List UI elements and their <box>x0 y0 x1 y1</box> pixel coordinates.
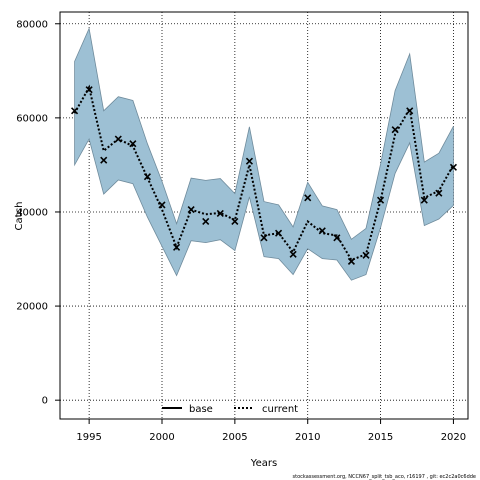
marker-stroke <box>216 209 224 217</box>
legend-label-current: current <box>262 404 298 415</box>
y-tick-label: 0 <box>42 396 48 407</box>
marker-stroke <box>435 189 443 197</box>
marker-stroke <box>318 227 326 235</box>
data-point-marker <box>304 194 312 202</box>
marker-stroke <box>289 250 297 258</box>
data-point-marker <box>333 234 341 242</box>
x-tick-label: 2015 <box>368 432 393 443</box>
marker-stroke <box>71 107 79 115</box>
y-tick-label: 40000 <box>16 207 48 218</box>
data-point-marker <box>187 206 195 214</box>
data-point-marker <box>143 173 151 181</box>
marker-stroke <box>275 229 283 237</box>
x-tick-label: 2020 <box>441 432 466 443</box>
marker-stroke <box>202 217 210 225</box>
data-point-marker <box>377 196 385 204</box>
marker-stroke <box>391 126 399 134</box>
x-tick-label: 2000 <box>149 432 174 443</box>
data-point-marker <box>362 251 370 259</box>
data-point-marker <box>114 135 122 143</box>
data-point-marker <box>406 107 414 115</box>
legend-label-base: base <box>189 404 213 415</box>
footer-note: stockassessment.org, NCCN67_split_tsb_ac… <box>293 474 476 480</box>
data-point-marker <box>129 140 137 148</box>
axes: 1995 2000 2005 2010 2015 2020 0 20000 40000 60000… <box>16 19 466 443</box>
data-point-marker <box>71 107 79 115</box>
data-point-marker <box>245 157 253 165</box>
y-axis-title: Catch <box>14 202 25 231</box>
data-point-marker <box>231 217 239 225</box>
y-tick-label: 60000 <box>16 113 48 124</box>
legend: base current <box>162 404 298 415</box>
confidence-band <box>74 27 454 281</box>
y-tick-label: 80000 <box>16 19 48 30</box>
marker-stroke <box>114 135 122 143</box>
data-point-marker <box>173 243 181 251</box>
data-point-marker <box>318 227 326 235</box>
marker-stroke <box>420 196 428 204</box>
x-tick-label: 2005 <box>222 432 247 443</box>
series-line-current <box>73 84 455 262</box>
marker-stroke <box>260 234 268 242</box>
marker-stroke <box>100 156 108 164</box>
series-lines <box>73 84 455 262</box>
data-points <box>71 86 457 265</box>
marker-stroke <box>129 140 137 148</box>
data-point-marker <box>435 189 443 197</box>
marker-stroke <box>173 243 181 251</box>
confidence-band-area <box>74 27 454 281</box>
data-point-marker <box>260 234 268 242</box>
data-point-marker <box>85 86 93 94</box>
x-tick-label: 2010 <box>295 432 320 443</box>
marker-stroke <box>304 194 312 202</box>
x-axis-title: Years <box>250 458 277 469</box>
marker-stroke <box>85 86 93 94</box>
marker-stroke <box>231 217 239 225</box>
marker-stroke <box>143 173 151 181</box>
data-point-marker <box>100 156 108 164</box>
data-point-marker <box>289 250 297 258</box>
marker-stroke <box>187 206 195 214</box>
plot-frame <box>59 11 469 420</box>
x-tick-label: 1995 <box>76 432 101 443</box>
data-point-marker <box>202 217 210 225</box>
data-point-marker <box>158 201 166 209</box>
marker-stroke <box>449 163 457 171</box>
data-point-marker <box>347 257 355 265</box>
y-tick-label: 20000 <box>16 302 48 313</box>
marker-stroke <box>347 257 355 265</box>
marker-stroke <box>406 107 414 115</box>
marker-stroke <box>158 201 166 209</box>
marker-stroke <box>362 251 370 259</box>
data-point-marker <box>420 196 428 204</box>
marker-stroke <box>245 157 253 165</box>
data-point-marker <box>449 163 457 171</box>
data-point-marker <box>275 229 283 237</box>
marker-stroke <box>333 234 341 242</box>
data-point-marker <box>391 126 399 134</box>
data-point-marker <box>216 209 224 217</box>
marker-stroke <box>377 196 385 204</box>
